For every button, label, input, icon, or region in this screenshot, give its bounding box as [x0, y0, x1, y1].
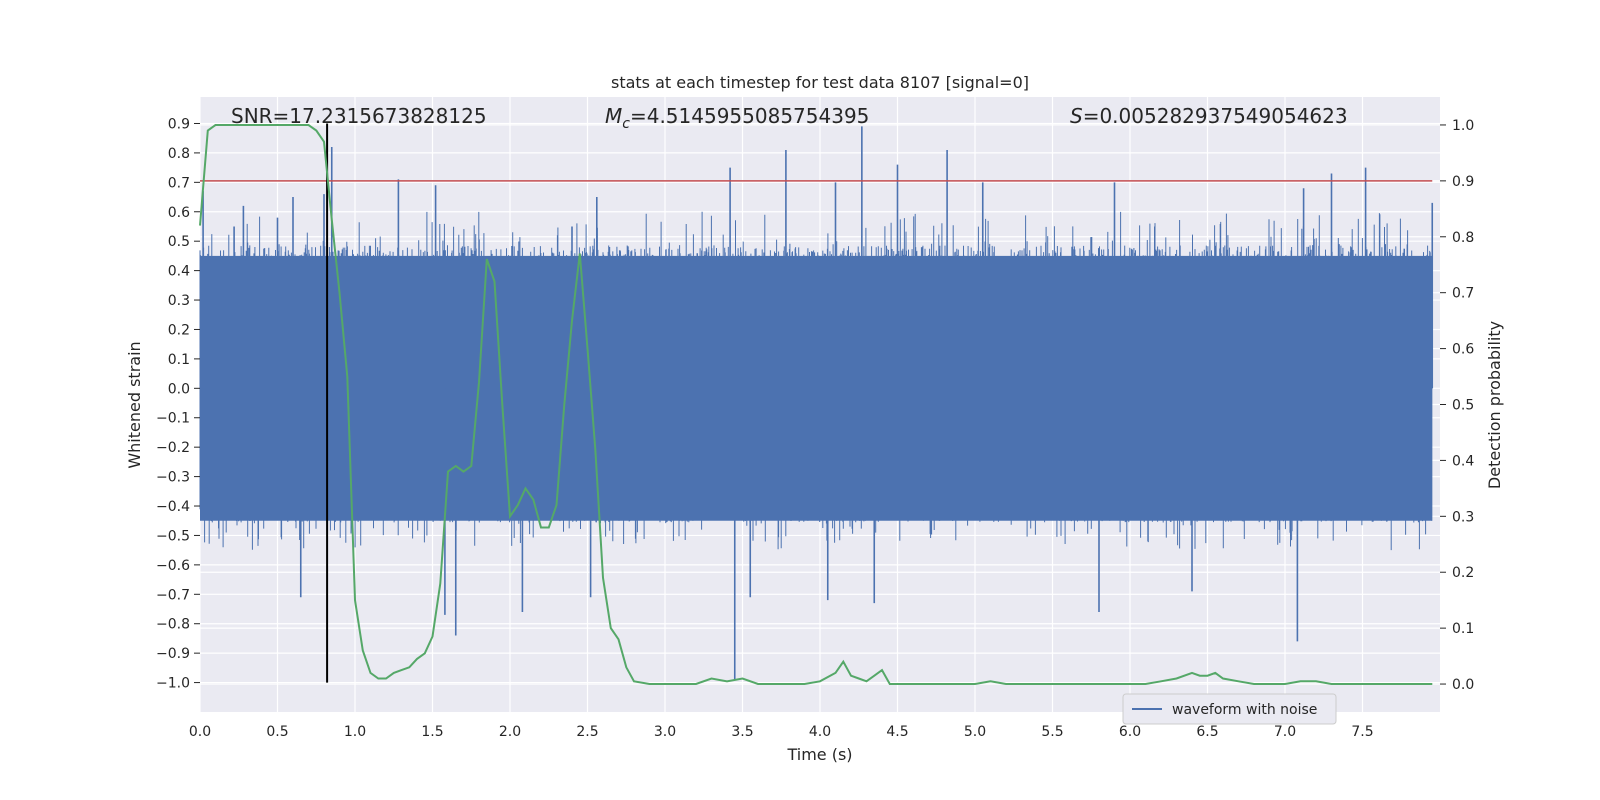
- x-tick-label: 2.5: [576, 724, 598, 740]
- legend-label: waveform with noise: [1172, 702, 1317, 718]
- y-left-tick-label: 0.7: [168, 175, 190, 191]
- y-right-tick-label: 0.5: [1452, 398, 1474, 414]
- y-right-tick-label: 1.0: [1452, 118, 1474, 134]
- x-tick-label: 2.0: [499, 724, 521, 740]
- snr-annotation: SNR=17.2315673828125: [231, 104, 487, 128]
- y-left-axis-label: Whitened strain: [125, 341, 144, 468]
- y-left-tick-label: −0.3: [156, 470, 190, 486]
- x-tick-label: 5.0: [964, 724, 986, 740]
- x-tick-label: 4.5: [886, 724, 908, 740]
- x-tick-label: 7.0: [1274, 724, 1296, 740]
- y-right-tick-label: 0.1: [1452, 621, 1474, 637]
- y-left-tick-label: −0.1: [156, 411, 190, 427]
- y-right-tick-label: 0.3: [1452, 509, 1474, 525]
- x-tick-label: 6.5: [1196, 724, 1218, 740]
- y-left-tick-label: 0.5: [168, 234, 190, 250]
- legend: waveform with noise: [1122, 693, 1337, 725]
- y-left-tick-label: −0.8: [156, 617, 190, 633]
- y-right-tick-label: 0.7: [1452, 286, 1474, 302]
- y-right-tick-label: 0.6: [1452, 342, 1474, 358]
- x-tick-label: 5.5: [1041, 724, 1063, 740]
- y-left-tick-label: −1.0: [156, 676, 190, 692]
- y-left-tick-label: 0.0: [168, 381, 190, 397]
- y-left-tick-label: −0.7: [156, 587, 190, 603]
- y-left-tick-label: 0.8: [168, 146, 190, 162]
- y-left-tick-label: 0.2: [168, 322, 190, 338]
- x-axis-label: Time (s): [786, 745, 852, 764]
- legend-box: [1122, 693, 1337, 725]
- y-left-tick-label: −0.2: [156, 440, 190, 456]
- detection-probability-line: [199, 124, 1433, 685]
- y-left-tick-label: 0.1: [168, 352, 190, 368]
- x-tick-label: 4.0: [809, 724, 831, 740]
- x-tick-label: 1.5: [421, 724, 443, 740]
- y-right-tick-label: 0.9: [1452, 174, 1474, 190]
- y-right-tick-labels: 1.0 0.9 0.8 0.7 0.6 0.5 0.4 0.3 0.2 0.1 0.0: [1440, 118, 1474, 693]
- y-right-tick-label: 0.0: [1452, 677, 1474, 693]
- y-left-tick-label: 0.6: [168, 205, 190, 221]
- y-left-tick-label: 0.3: [168, 293, 190, 309]
- x-tick-label: 3.0: [654, 724, 676, 740]
- y-right-tick-label: 0.8: [1452, 230, 1474, 246]
- y-right-axis-label: Detection probability: [1485, 321, 1504, 489]
- y-left-tick-label: −0.6: [156, 558, 190, 574]
- y-left-tick-labels: 0.9 0.8 0.7 0.6 0.5 0.4 0.3 0.2 0.1 0.0 −0.1 −0.2 −0…: [156, 116, 200, 692]
- x-tick-label: 6.0: [1119, 724, 1141, 740]
- y-left-tick-label: 0.4: [168, 264, 190, 280]
- y-left-tick-label: 0.9: [168, 116, 190, 132]
- x-tick-label: 1.0: [344, 724, 366, 740]
- x-tick-label: 7.5: [1351, 724, 1373, 740]
- y-left-tick-label: −0.9: [156, 646, 190, 662]
- x-tick-label: 0.0: [189, 724, 211, 740]
- score-annotation: S=0.005282937549054623: [1070, 104, 1348, 128]
- y-left-tick-label: −0.5: [156, 528, 190, 544]
- chart-title: stats at each timestep for test data 810…: [611, 73, 1029, 92]
- noise-core-band: [200, 255, 1433, 521]
- waveform-with-noise-series: [199, 126, 1434, 680]
- chirp-mass-annotation: Mc=4.5145955085754395: [605, 104, 869, 132]
- x-tick-label: 3.5: [731, 724, 753, 740]
- y-left-tick-label: −0.4: [156, 499, 190, 515]
- y-right-tick-label: 0.2: [1452, 565, 1474, 581]
- x-tick-labels: 0.0 0.5 1.0 1.5 2.0 2.5 3.0 3.5 4.0 4.5 5.0 5.5 6.0 6…: [189, 724, 1374, 740]
- x-tick-label: 0.5: [266, 724, 288, 740]
- y-right-tick-label: 0.4: [1452, 453, 1474, 469]
